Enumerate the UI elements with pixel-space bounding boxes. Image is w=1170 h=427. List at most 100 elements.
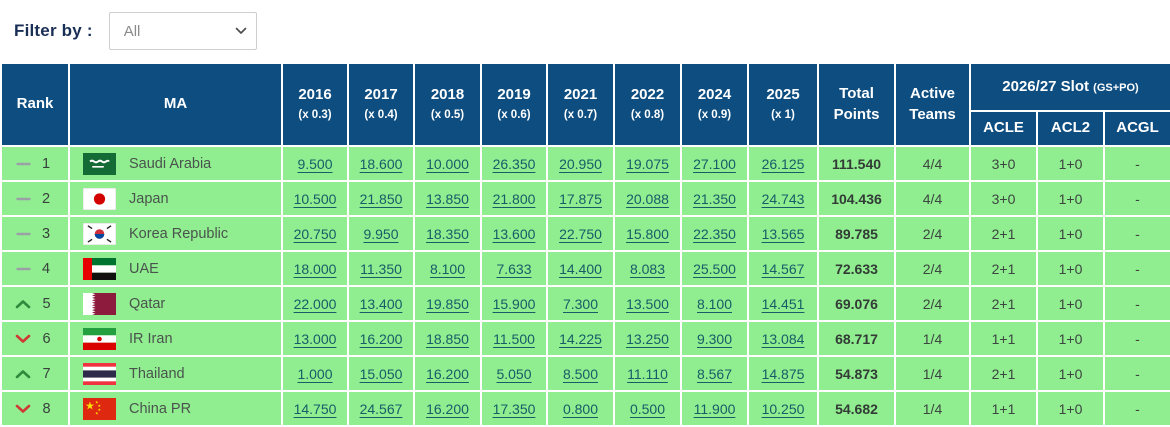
score-link-2025[interactable]: 14.567	[761, 260, 805, 277]
score-link-2016[interactable]: 18.000	[293, 260, 337, 277]
score-link-2022[interactable]: 13.250	[626, 330, 669, 347]
score-link-2024[interactable]: 8.567	[696, 365, 733, 382]
score-link-2022[interactable]: 19.075	[626, 155, 669, 172]
score-link-2022[interactable]: 8.083	[629, 260, 666, 277]
score-link-2019[interactable]: 5.050	[496, 365, 532, 382]
slot-acle-value: 1+1	[969, 390, 1038, 427]
score-link-2016[interactable]: 22.000	[293, 295, 337, 312]
score-link-2021[interactable]: 8.500	[562, 365, 599, 382]
score-link-2021[interactable]: 17.875	[559, 190, 602, 207]
flag-ae-icon	[83, 257, 116, 280]
score-link-2021[interactable]: 20.950	[559, 155, 602, 172]
score-link-2021[interactable]: 14.225	[559, 330, 602, 347]
rank-number: 6	[42, 330, 51, 347]
table-body: 1 Saudi Arabia 9.500 18.600 10.000 26.35…	[0, 145, 1170, 427]
score-link-2018[interactable]: 16.200	[426, 365, 469, 382]
score-link-2024[interactable]: 11.900	[693, 400, 736, 417]
ranking-table: Rank MA 2016 (x 0.3) 2017 (x 0.4) 2018 (x 0…	[0, 62, 1170, 427]
ma-cell: Saudi Arabia	[68, 145, 283, 182]
score-link-2024[interactable]: 25.500	[693, 260, 736, 277]
score-link-2018[interactable]: 18.850	[426, 330, 469, 347]
header-acgl: ACGL	[1102, 110, 1170, 147]
score-link-2024[interactable]: 8.100	[696, 295, 733, 312]
score-link-2024[interactable]: 22.350	[693, 225, 736, 242]
score-link-2016[interactable]: 10.500	[293, 190, 337, 207]
active-teams-value: 1/4	[894, 355, 971, 392]
score-link-2025[interactable]: 14.875	[761, 365, 805, 382]
country-name: Korea Republic	[129, 225, 229, 242]
table-row: 7 Thailand 1.000 15.050 16.200 5.050 8.5…	[0, 355, 1170, 392]
score-link-2017[interactable]: 16.200	[359, 330, 403, 347]
score-link-2018[interactable]: 19.850	[426, 295, 469, 312]
score-link-2025[interactable]: 14.451	[761, 295, 805, 312]
score-link-2018[interactable]: 18.350	[426, 225, 469, 242]
score-link-2019[interactable]: 21.800	[492, 190, 536, 207]
rank-cell: 3	[0, 215, 70, 252]
score-link-2016[interactable]: 13.000	[293, 330, 337, 347]
score-link-2022[interactable]: 20.088	[626, 190, 669, 207]
score-link-2016[interactable]: 20.750	[293, 225, 337, 242]
rank-number: 5	[42, 295, 51, 312]
score-link-2018[interactable]: 16.200	[426, 400, 469, 417]
header-acle: ACLE	[969, 110, 1038, 147]
score-link-2025[interactable]: 13.565	[761, 225, 805, 242]
score-link-2025[interactable]: 26.125	[761, 155, 805, 172]
score-link-2019[interactable]: 17.350	[492, 400, 536, 417]
score-link-2022[interactable]: 13.500	[626, 295, 669, 312]
score-link-2025[interactable]: 10.250	[761, 400, 805, 417]
score-link-2016[interactable]: 1.000	[297, 365, 333, 382]
score-link-2022[interactable]: 15.800	[626, 225, 669, 242]
score-link-2017[interactable]: 24.567	[359, 400, 403, 417]
filter-select[interactable]: All	[108, 12, 257, 50]
flag-ir-icon	[83, 327, 116, 350]
score-link-2019[interactable]: 11.500	[493, 330, 535, 347]
score-link-2021[interactable]: 14.400	[559, 260, 602, 277]
score-link-2016[interactable]: 9.500	[297, 155, 333, 172]
slot-acl2-value: 1+0	[1036, 355, 1105, 392]
score-link-2017[interactable]: 18.600	[359, 155, 403, 172]
score-link-2018[interactable]: 10.000	[426, 155, 469, 172]
table-row: 5 Qatar 22.000 13.400 19.850 15.900 7.30…	[0, 285, 1170, 322]
score-link-2022[interactable]: 0.500	[629, 400, 666, 417]
score-link-2017[interactable]: 21.850	[359, 190, 403, 207]
total-points-value: 104.436	[817, 180, 896, 217]
flag-kr-icon	[83, 222, 116, 245]
rank-same-icon	[16, 267, 31, 271]
active-teams-value: 2/4	[894, 285, 971, 322]
score-link-2019[interactable]: 7.633	[496, 260, 532, 277]
score-link-2024[interactable]: 21.350	[693, 190, 736, 207]
score-link-2017[interactable]: 11.350	[360, 260, 402, 277]
score-link-2019[interactable]: 13.600	[492, 225, 536, 242]
score-link-2019[interactable]: 26.350	[492, 155, 536, 172]
score-link-2017[interactable]: 13.400	[359, 295, 403, 312]
active-teams-value: 1/4	[894, 320, 971, 357]
score-link-2017[interactable]: 15.050	[359, 365, 403, 382]
score-link-2021[interactable]: 7.300	[562, 295, 599, 312]
score-link-2021[interactable]: 0.800	[562, 400, 599, 417]
header-year-2024: 2024 (x 0.9)	[680, 62, 749, 147]
score-link-2016[interactable]: 14.750	[293, 400, 337, 417]
score-link-2017[interactable]: 9.950	[363, 225, 399, 242]
rank-number: 1	[41, 155, 51, 172]
slot-acl2-value: 1+0	[1036, 390, 1105, 427]
slot-acgl-value: -	[1102, 180, 1170, 217]
rank-same-icon	[16, 232, 31, 236]
header-acl2: ACL2	[1036, 110, 1105, 147]
slot-acle-value: 1+1	[969, 320, 1038, 357]
score-link-2025[interactable]: 13.084	[761, 330, 805, 347]
table-row: 4 UAE 18.000 11.350 8.100 7.633 14.400 8…	[0, 250, 1170, 287]
header-year-2021: 2021 (x 0.7)	[546, 62, 615, 147]
score-link-2022[interactable]: 11.110	[627, 365, 668, 382]
rank-number: 7	[42, 365, 51, 382]
score-link-2025[interactable]: 24.743	[761, 190, 805, 207]
slot-acle-value: 2+1	[969, 215, 1038, 252]
score-link-2021[interactable]: 22.750	[559, 225, 602, 242]
country-name: Saudi Arabia	[129, 155, 212, 172]
score-link-2024[interactable]: 27.100	[693, 155, 736, 172]
rank-number: 8	[42, 400, 51, 417]
table-row: 6 IR Iran 13.000 16.200 18.850 11.500 14…	[0, 320, 1170, 357]
score-link-2018[interactable]: 8.100	[429, 260, 466, 277]
score-link-2024[interactable]: 9.300	[696, 330, 733, 347]
score-link-2018[interactable]: 13.850	[426, 190, 469, 207]
score-link-2019[interactable]: 15.900	[492, 295, 536, 312]
